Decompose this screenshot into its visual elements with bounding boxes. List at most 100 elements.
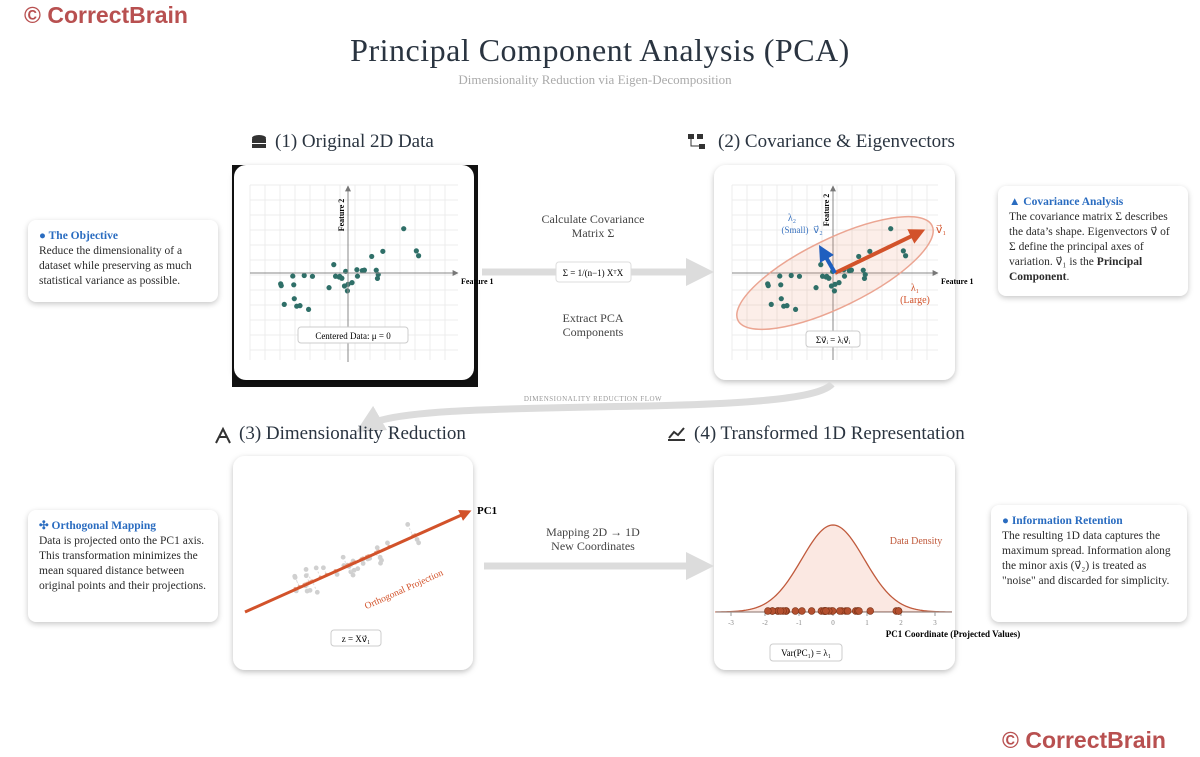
point (340, 554, 346, 560)
icon (215, 426, 231, 444)
point (862, 271, 868, 278)
point (818, 262, 824, 268)
point (361, 267, 367, 273)
point (369, 253, 375, 260)
caption-box (769, 643, 843, 662)
point (297, 303, 303, 309)
point (301, 272, 307, 279)
note-title-text: Orthogonal Mapping (51, 520, 156, 532)
point (349, 280, 355, 286)
caption-box (805, 330, 861, 348)
formula: Σ = 1/(n−1) XᵀX (563, 268, 624, 278)
watermark: © CorrectBrain (24, 2, 188, 28)
note-body: The covariance matrix Σ describes the da… (1009, 210, 1177, 285)
point (314, 589, 320, 595)
point (841, 273, 848, 279)
line: Extract PCA (562, 311, 624, 325)
icon (688, 134, 705, 149)
point (768, 301, 774, 307)
point (777, 273, 783, 279)
point (778, 296, 784, 302)
connector-text: Extract PCA Components (503, 311, 683, 339)
point (292, 573, 298, 579)
card (714, 456, 955, 670)
point (354, 267, 360, 273)
title: Principal Component Analysis (PCA) (350, 32, 850, 68)
x-tick-label: -2 (762, 619, 768, 627)
note-text: Data is projected onto the PC1 axis. Thi… (39, 535, 207, 592)
panel-title: (1) Original 2D Data (275, 131, 434, 152)
point (856, 253, 862, 260)
axis-label: PC1 (477, 505, 497, 517)
note: ▲ Covariance Analysis The covariance mat… (998, 186, 1188, 296)
point (826, 275, 832, 281)
x-tick-label: -3 (728, 619, 734, 627)
line: New Coordinates (551, 539, 635, 553)
eigen-label: (Large) (900, 295, 930, 306)
line: Calculate Covariance (541, 212, 645, 226)
point (415, 253, 422, 259)
eigen-label: λ₁ (911, 283, 919, 294)
point (339, 275, 345, 281)
note-text: . (1066, 271, 1070, 283)
vector-label: v⃗₁ (936, 224, 947, 236)
line: Mapping 2D → 1D (546, 525, 640, 539)
point (902, 253, 909, 259)
point (778, 282, 784, 288)
pc1-axis (244, 509, 472, 614)
point (354, 273, 361, 279)
point (305, 306, 312, 313)
point (413, 248, 419, 254)
caption: z = Xv⃗₁ (342, 634, 371, 644)
panel-title: (2) Covariance & Eigenvectors (718, 131, 955, 152)
x-tick-label: 3 (933, 619, 937, 627)
projected-point (791, 607, 800, 615)
point (303, 573, 309, 579)
point (291, 282, 297, 288)
projected-point (764, 607, 772, 615)
caption: Var(PC₁) = λ₁ (781, 648, 831, 658)
point (414, 537, 420, 542)
point (796, 273, 803, 279)
note: ● The Objective Reduce the dimensionalit… (28, 220, 218, 302)
note: ✣ Orthogonal Mapping Data is projected o… (28, 510, 218, 622)
axis-label: Feature 1 (941, 277, 974, 286)
point (784, 303, 790, 309)
eigenvector-2 (819, 245, 837, 274)
vector-label: v⃗₂ (813, 225, 822, 236)
point (385, 540, 390, 546)
icon (252, 135, 266, 148)
caption: Centered Data: μ = 0 (315, 331, 391, 341)
point (309, 273, 316, 279)
line: Components (562, 325, 624, 339)
note-emphasis: Principal Component (1009, 256, 1143, 283)
icon (668, 427, 685, 441)
projected-point (822, 607, 830, 615)
flow-label: DIMENSIONALITY REDUCTION FLOW (524, 395, 662, 403)
line: Matrix Σ (571, 226, 615, 240)
point (860, 267, 866, 273)
caption-box (297, 326, 409, 344)
x-tick-label: 1 (865, 619, 869, 627)
point (888, 226, 894, 232)
point (831, 288, 838, 294)
connector-text: Calculate Covariance Matrix Σ (503, 212, 683, 240)
point (380, 248, 386, 254)
point (281, 301, 287, 307)
x-tick-label: 2 (899, 619, 903, 627)
subtitle: Dimensionality Reduction via Eigen-Decom… (458, 72, 732, 87)
connector-text: Mapping 2D → 1D New Coordinates (503, 525, 683, 553)
projected-point (866, 607, 874, 615)
note-title-text: Covariance Analysis (1023, 196, 1124, 208)
point (401, 226, 407, 232)
point (374, 545, 380, 551)
axis-label: Feature 1 (461, 277, 494, 286)
point (334, 572, 340, 577)
point (813, 285, 819, 291)
projected-point (807, 607, 816, 615)
point (832, 281, 838, 287)
note-text: The resulting 1D data captures the maxim… (1002, 530, 1171, 587)
point (326, 285, 332, 291)
point (836, 280, 842, 286)
